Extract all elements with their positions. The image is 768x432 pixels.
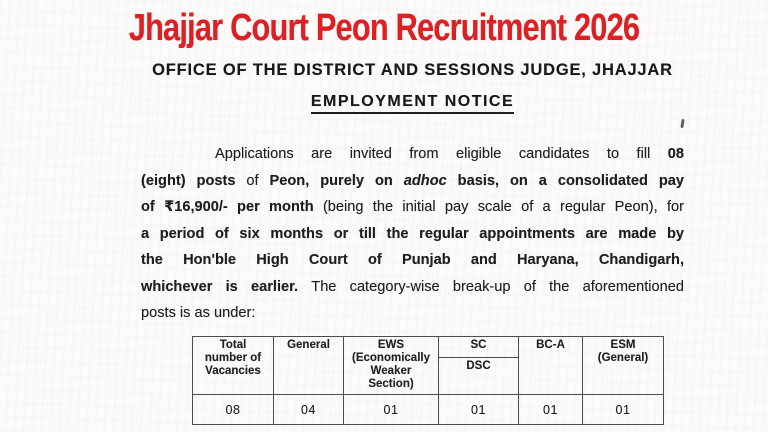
header-line: SC: [470, 339, 487, 351]
text-run: 08: [667, 146, 684, 162]
text-run: (being the initial pay scale of a regula…: [322, 199, 684, 215]
office-heading: OFFICE OF THE DISTRICT AND SESSIONS JUDG…: [152, 61, 673, 79]
value-cell: 08: [192, 394, 274, 425]
text-run: of ₹16,900/- per month: [141, 199, 323, 215]
value-cell: 01: [518, 394, 583, 425]
notice-paragraph: Applications are invited from eligible c…: [141, 141, 684, 327]
header-cell-esm: ESM (General): [582, 336, 664, 395]
header-cell-bca: BC-A: [518, 336, 583, 395]
header-line: Vacancies: [205, 365, 261, 377]
header-line: Weaker: [370, 365, 412, 377]
header-cell-ews: EWS (Economically Weaker Section): [343, 336, 439, 395]
value-cell: 01: [438, 394, 519, 425]
text-run: basis, on a consolidated pay: [446, 172, 684, 189]
value-cell: 01: [343, 394, 439, 425]
paragraph-line: whichever is earlier. The category-wise …: [141, 274, 684, 301]
header-cell-total: Total number of Vacancies: [192, 336, 274, 395]
paragraph-line: the Hon'ble High Court of Punjab and Har…: [141, 247, 684, 274]
vacancy-table: Total number of Vacancies General EWS (E…: [192, 336, 664, 425]
header-line: DSC: [466, 360, 491, 372]
notice-heading-text: EMPLOYMENT NOTICE: [310, 92, 515, 114]
header-line: EWS: [377, 339, 405, 351]
value-cell: 01: [582, 394, 664, 425]
header-cell-sc: SC: [438, 336, 519, 358]
value-cell: 04: [273, 394, 344, 425]
page-title: Jhajjar Court Peon Recruitment 2026: [128, 7, 640, 49]
paragraph-line: of ₹16,900/- per month (being the initia…: [141, 194, 684, 221]
paragraph-line: posts is as under:: [141, 300, 684, 327]
text-run: Peon, purely on: [269, 172, 404, 189]
text-run: the Hon'ble High Court of Punjab and Har…: [141, 252, 684, 268]
header-line: BC-A: [536, 339, 565, 351]
header-line: Total: [219, 339, 247, 351]
text-run: The category-wise break-up of the aforem…: [311, 278, 684, 295]
header-line: ESM: [610, 339, 636, 351]
text-run: whichever is earlier.: [141, 278, 312, 295]
text-run: of: [246, 172, 270, 189]
text-run: a period of six months or till the regul…: [141, 225, 684, 242]
scan-artifact: [680, 118, 685, 129]
header-line: (Economically: [352, 352, 430, 364]
table-header-row: Total number of Vacancies General EWS (E…: [192, 336, 664, 395]
text-run: (eight) posts: [141, 172, 247, 189]
table-value-row: 08 04 01 01 01 01: [192, 394, 664, 425]
notice-heading: EMPLOYMENT NOTICE: [141, 92, 684, 114]
paragraph-line: a period of six months or till the regul…: [141, 221, 684, 248]
header-line: (General): [597, 352, 649, 364]
header-line: number of: [204, 352, 262, 364]
header-cell-general: General: [273, 336, 344, 395]
text-run: Applications are invited from eligible c…: [215, 146, 668, 162]
text-run: posts is as under:: [141, 305, 256, 321]
header-line: General: [287, 339, 330, 351]
text-run: adhoc: [403, 172, 447, 189]
paragraph-line: (eight) posts of Peon, purely on adhoc b…: [141, 168, 684, 195]
paragraph-line: Applications are invited from eligible c…: [141, 141, 684, 168]
header-line: Section): [368, 378, 414, 390]
header-cell-dsc: DSC: [438, 357, 519, 395]
